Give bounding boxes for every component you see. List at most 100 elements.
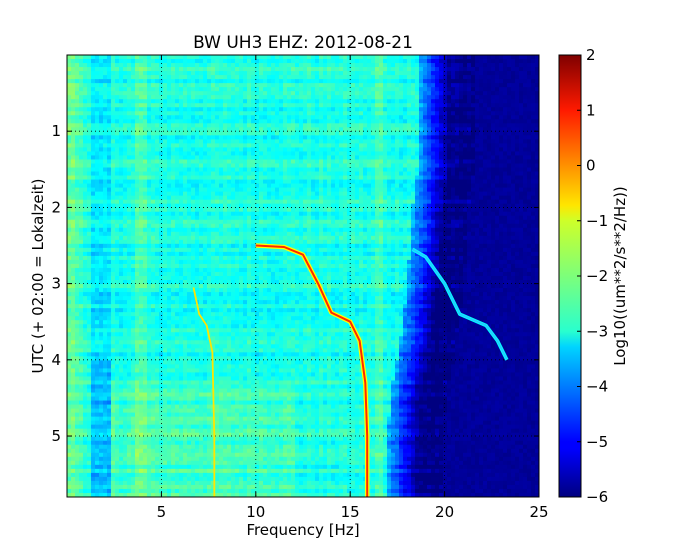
- heatmap-cell: [451, 155, 456, 160]
- heatmap-cell: [343, 207, 348, 213]
- heatmap-cell: [127, 135, 132, 140]
- heatmap-cell: [371, 107, 376, 112]
- heatmap-cell: [351, 59, 356, 64]
- heatmap-cell: [467, 179, 472, 185]
- heatmap-cell: [423, 147, 428, 152]
- heatmap-cell: [295, 99, 300, 104]
- heatmap-cell: [403, 183, 408, 189]
- heatmap-cell: [171, 155, 176, 160]
- heatmap-cell: [439, 95, 444, 100]
- heatmap-cell: [195, 211, 200, 217]
- heatmap-cell: [411, 163, 416, 169]
- heatmap-cell: [307, 199, 312, 205]
- heatmap-cell: [435, 211, 440, 217]
- heatmap-cell: [247, 79, 252, 84]
- heatmap-cell: [291, 187, 296, 193]
- heatmap-cell: [487, 219, 492, 225]
- heatmap-cell: [199, 111, 204, 116]
- heatmap-cell: [299, 159, 304, 164]
- heatmap-cell: [479, 219, 484, 225]
- heatmap-cell: [451, 131, 456, 136]
- heatmap-cell: [535, 195, 539, 201]
- heatmap-cell: [83, 103, 88, 108]
- heatmap-cell: [83, 135, 88, 140]
- heatmap-cell: [411, 71, 416, 76]
- heatmap-cell: [375, 95, 380, 100]
- heatmap-cell: [531, 83, 536, 88]
- heatmap-cell: [219, 183, 224, 189]
- heatmap-cell: [179, 63, 184, 68]
- heatmap-cell: [423, 75, 428, 80]
- heatmap-cell: [531, 211, 536, 217]
- heatmap-cell: [231, 203, 236, 209]
- heatmap-cell: [383, 87, 388, 92]
- heatmap-cell: [335, 207, 340, 213]
- heatmap-cell: [403, 95, 408, 100]
- heatmap-cell: [519, 143, 524, 148]
- heatmap-cell: [211, 199, 216, 205]
- heatmap-cell: [327, 71, 332, 76]
- heatmap-cell: [327, 83, 332, 88]
- heatmap-cell: [499, 139, 504, 144]
- heatmap-cell: [487, 179, 492, 185]
- heatmap-cell: [307, 67, 312, 72]
- heatmap-cell: [283, 163, 288, 169]
- heatmap-cell: [287, 59, 292, 64]
- heatmap-cell: [311, 207, 316, 213]
- heatmap-cell: [227, 111, 232, 116]
- heatmap-cell: [311, 119, 316, 124]
- heatmap-cell: [391, 175, 396, 181]
- heatmap-cell: [395, 175, 400, 181]
- heatmap-cell: [107, 215, 112, 221]
- heatmap-cell: [159, 175, 164, 181]
- heatmap-cell: [131, 159, 136, 164]
- heatmap-cell: [435, 171, 440, 177]
- heatmap-cell: [67, 151, 72, 156]
- heatmap-cell: [139, 111, 144, 116]
- heatmap-cell: [175, 171, 180, 177]
- heatmap-cell: [183, 151, 188, 156]
- heatmap-cell: [347, 163, 352, 169]
- heatmap-cell: [255, 119, 260, 124]
- heatmap-cell: [231, 107, 236, 112]
- heatmap-cell: [155, 107, 160, 112]
- heatmap-cell: [403, 139, 408, 144]
- heatmap-cell: [507, 103, 512, 108]
- heatmap-cell: [207, 187, 212, 193]
- heatmap-cell: [339, 67, 344, 72]
- heatmap-cell: [103, 111, 108, 116]
- heatmap-cell: [519, 103, 524, 108]
- heatmap-cell: [427, 99, 432, 104]
- heatmap-cell: [431, 219, 436, 225]
- heatmap-cell: [311, 67, 316, 72]
- heatmap-cell: [175, 131, 180, 136]
- heatmap-cell: [167, 63, 172, 68]
- heatmap-cell: [431, 75, 436, 80]
- heatmap-cell: [195, 59, 200, 64]
- heatmap-cell: [339, 187, 344, 193]
- heatmap-cell: [187, 59, 192, 64]
- heatmap-cell: [147, 139, 152, 144]
- heatmap-cell: [107, 131, 112, 136]
- heatmap-cell: [427, 91, 432, 96]
- heatmap-cell: [167, 83, 172, 88]
- heatmap-cell: [207, 215, 212, 221]
- heatmap-cell: [299, 95, 304, 100]
- heatmap-cell: [487, 203, 492, 209]
- heatmap-cell: [507, 91, 512, 96]
- heatmap-cell: [463, 71, 468, 76]
- heatmap-cell: [195, 135, 200, 140]
- heatmap-cell: [319, 91, 324, 96]
- heatmap-cell: [87, 63, 92, 68]
- heatmap-cell: [459, 79, 464, 84]
- heatmap-cell: [383, 143, 388, 148]
- heatmap-cell: [399, 131, 404, 136]
- heatmap-cell: [91, 223, 96, 229]
- heatmap-cell: [487, 183, 492, 189]
- heatmap-cell: [399, 191, 404, 197]
- heatmap-cell: [119, 175, 124, 181]
- heatmap-cell: [283, 71, 288, 76]
- heatmap-cell: [111, 67, 116, 72]
- heatmap-cell: [247, 95, 252, 100]
- heatmap-cell: [491, 119, 496, 124]
